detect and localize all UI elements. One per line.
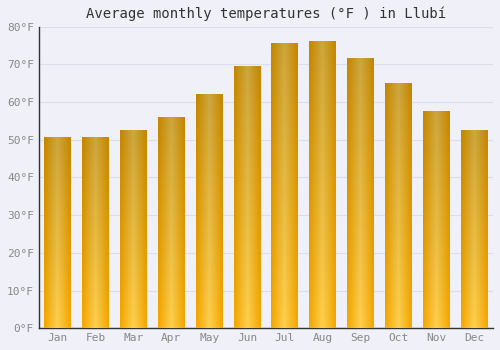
Title: Average monthly temperatures (°F ) in Llubí: Average monthly temperatures (°F ) in Ll… bbox=[86, 7, 446, 21]
